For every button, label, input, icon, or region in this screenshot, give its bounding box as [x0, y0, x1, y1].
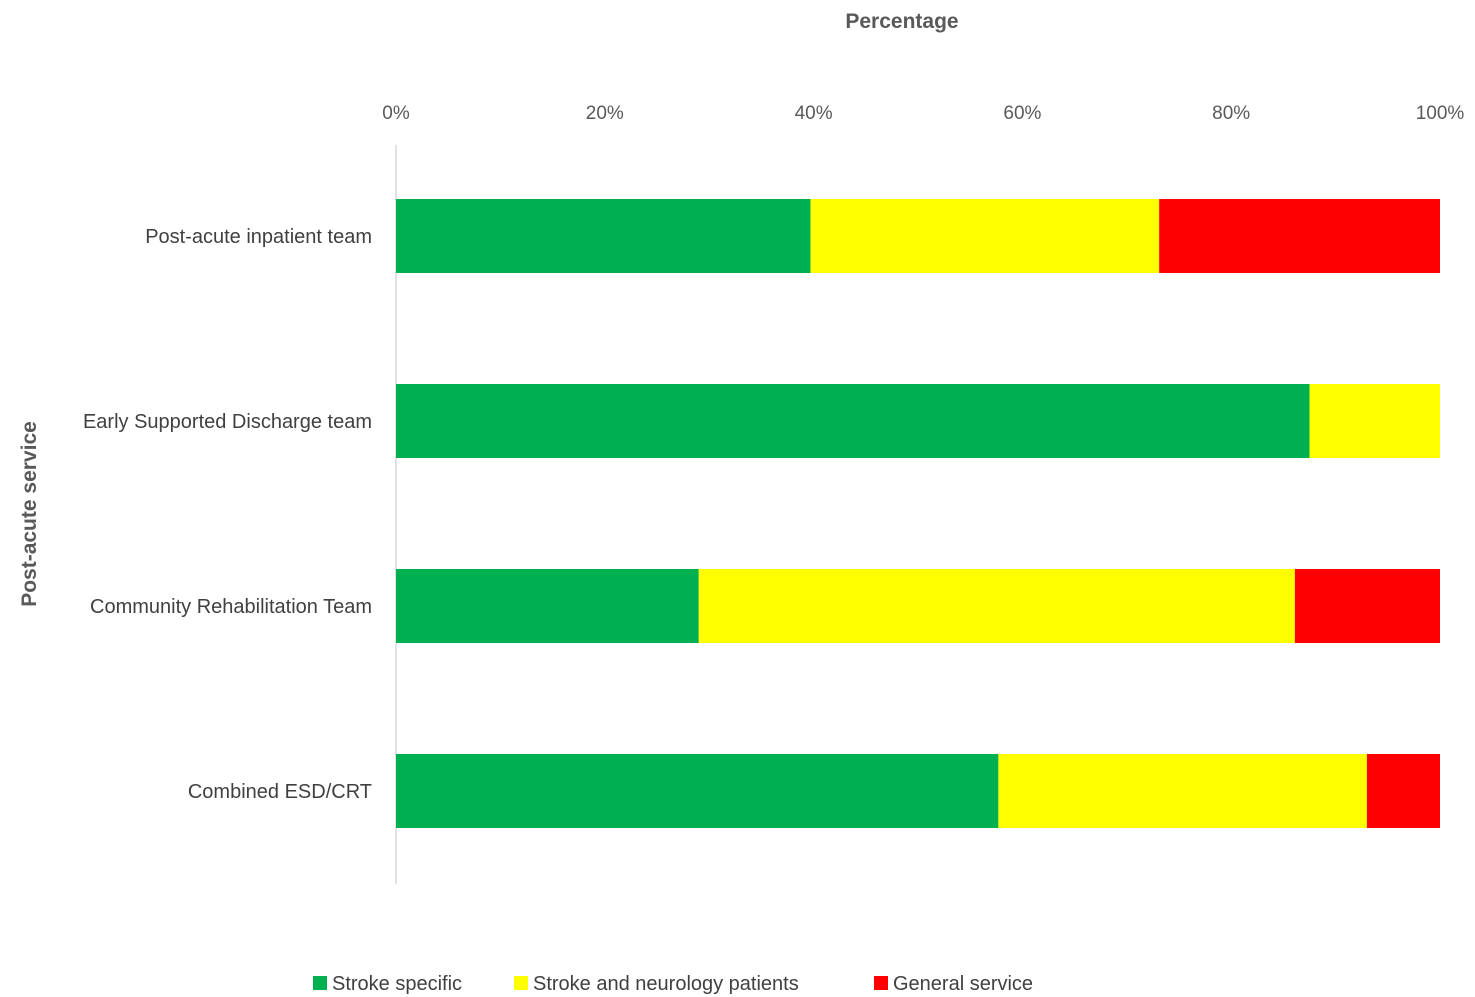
bar-segment-2 [1309, 384, 1440, 458]
x-tick-label: 20% [586, 103, 624, 124]
category-label: Community Rehabilitation Team [90, 596, 372, 618]
bar-segment-2 [810, 199, 1160, 273]
legend-swatch [313, 976, 327, 990]
x-axis-ticks: 0% 20% 40% 60% 80% 100% [382, 103, 1464, 124]
x-tick-label: 40% [795, 103, 833, 124]
category-label: Post-acute inpatient team [145, 226, 372, 248]
bar-segment-1 [396, 199, 811, 273]
bar-segment-1 [396, 569, 699, 643]
category-label: Combined ESD/CRT [188, 781, 372, 803]
bar-segment-3 [1159, 199, 1440, 273]
bar-groups [396, 199, 1440, 828]
bar-segment-2 [698, 569, 1295, 643]
category-label: Early Supported Discharge team [83, 411, 372, 433]
category-labels: Post-acute inpatient team Early Supported… [83, 226, 372, 803]
bar-segment-3 [1294, 569, 1440, 643]
legend-swatch [514, 976, 528, 990]
x-tick-label: 60% [1003, 103, 1041, 124]
bar-segment-2 [998, 754, 1367, 828]
legend-label: Stroke and neurology patients [533, 973, 799, 995]
x-tick-label: 80% [1212, 103, 1250, 124]
bar-segment-1 [396, 384, 1310, 458]
legend: Stroke specific Stroke and neurology pati… [313, 973, 1033, 995]
bar-segment-3 [1366, 754, 1440, 828]
legend-label: Stroke specific [332, 973, 462, 995]
legend-label: General service [893, 973, 1033, 995]
y-axis-title: Post-acute service [18, 421, 41, 607]
x-tick-label: 100% [1416, 103, 1465, 124]
legend-swatch [874, 976, 888, 990]
bar-segment-1 [396, 754, 999, 828]
x-tick-label: 0% [382, 103, 410, 124]
x-axis-title: Percentage [845, 10, 958, 33]
